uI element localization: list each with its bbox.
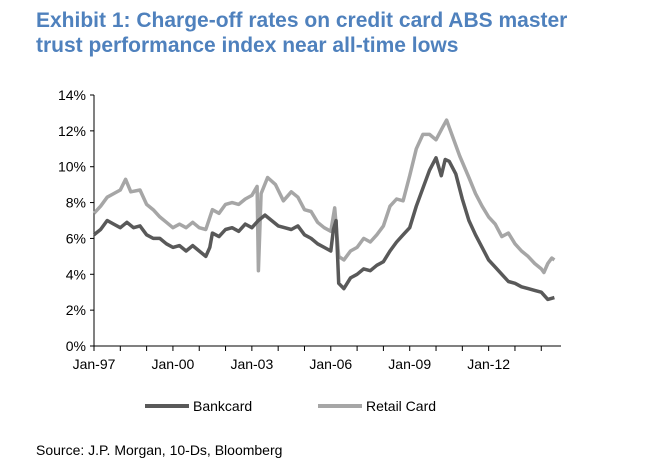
series-line-bankcard (92, 156, 555, 302)
chart-title-line-2: trust performance index near all-time lo… (36, 34, 459, 57)
chart-axes: 0% 2% 4% 6% 8% 10% 12% 14% Jan-97 Jan-00 Jan-03 Jan… (58, 87, 561, 372)
x-tick-label: Jan-97 (73, 356, 116, 372)
legend-label-retail-card: Retail Card (366, 398, 436, 414)
series-line-retail-card (92, 118, 556, 275)
x-tick-label: Jan-12 (467, 356, 510, 372)
x-tick-label: Jan-09 (388, 356, 431, 372)
y-tick-label: 12% (58, 123, 86, 139)
x-tick-label: Jan-03 (230, 356, 273, 372)
source-note: Source: J.P. Morgan, 10-Ds, Bloomberg (36, 442, 283, 458)
chart-legend: Bankcard Retail Card (145, 398, 436, 414)
x-tick-label: Jan-00 (152, 356, 195, 372)
y-tick-label: 0% (66, 338, 86, 354)
chart-title-line-1: Exhibit 1: Charge-off rates on credit ca… (36, 9, 568, 32)
y-tick-label: 8% (66, 195, 86, 211)
y-tick-label: 6% (66, 230, 86, 246)
chart-title: Exhibit 1: Charge-off rates on credit ca… (36, 8, 636, 58)
legend-label-bankcard: Bankcard (193, 398, 252, 414)
x-tick-label: Jan-06 (309, 356, 352, 372)
y-tick-label: 10% (58, 159, 86, 175)
y-tick-label: 4% (66, 266, 86, 282)
y-tick-label: 14% (58, 87, 86, 103)
chart-series (92, 118, 556, 302)
y-tick-label: 2% (66, 302, 86, 318)
